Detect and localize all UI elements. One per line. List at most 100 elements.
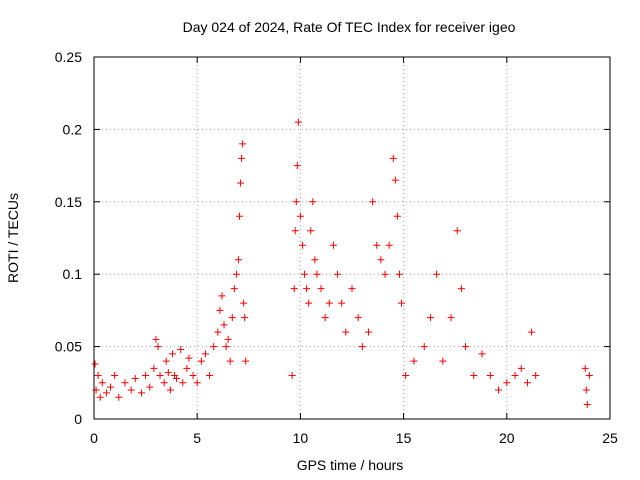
data-point: [292, 198, 300, 206]
data-point: [96, 393, 104, 401]
data-point: [365, 328, 373, 336]
data-point: [305, 299, 313, 307]
data-point: [291, 227, 299, 235]
data-point: [585, 372, 593, 380]
data-point: [457, 285, 465, 293]
data-point: [402, 372, 410, 380]
data-point: [228, 314, 236, 322]
data-point: [222, 343, 230, 351]
data-point: [91, 360, 99, 368]
data-point: [447, 314, 455, 322]
data-point: [240, 299, 248, 307]
data-point: [426, 314, 434, 322]
x-tick-label: 10: [293, 430, 309, 446]
data-point: [115, 393, 123, 401]
data-point: [395, 270, 403, 278]
data-point: [162, 357, 170, 365]
data-point: [121, 379, 129, 387]
data-point: [131, 374, 139, 382]
data-point: [193, 379, 201, 387]
y-tick-label: 0.15: [55, 194, 82, 210]
data-point: [236, 212, 244, 220]
data-point: [385, 241, 393, 249]
data-point: [197, 357, 205, 365]
data-point: [237, 179, 245, 187]
data-point: [354, 314, 362, 322]
data-point: [294, 118, 302, 126]
data-point: [486, 372, 494, 380]
data-point: [296, 212, 304, 220]
data-point: [581, 364, 589, 372]
y-tick-label: 0.2: [63, 121, 83, 137]
x-tick-label: 20: [499, 430, 515, 446]
data-point: [338, 299, 346, 307]
data-point: [495, 386, 503, 394]
data-point: [152, 335, 160, 343]
data-point: [242, 357, 250, 365]
y-tick-label: 0.05: [55, 339, 82, 355]
data-point: [391, 176, 399, 184]
data-point: [369, 198, 377, 206]
data-point: [234, 256, 242, 264]
data-point: [389, 154, 397, 162]
data-point: [470, 372, 478, 380]
data-point: [146, 383, 154, 391]
x-axis-label: GPS time / hours: [297, 457, 404, 473]
data-point: [583, 401, 591, 409]
data-point: [307, 227, 315, 235]
data-point: [111, 372, 119, 380]
data-point: [288, 372, 296, 380]
data-point: [301, 270, 309, 278]
data-point: [398, 299, 406, 307]
data-point: [478, 350, 486, 358]
data-point: [160, 379, 168, 387]
data-point: [311, 256, 319, 264]
y-tick-label: 0.25: [55, 49, 82, 65]
data-point: [503, 379, 511, 387]
data-point: [230, 285, 238, 293]
data-point: [224, 335, 232, 343]
data-point: [241, 314, 249, 322]
data-point: [523, 379, 531, 387]
x-tick-label: 25: [602, 430, 618, 446]
data-point: [511, 372, 519, 380]
data-point: [462, 343, 470, 351]
data-point: [321, 314, 329, 322]
data-point: [298, 241, 306, 249]
data-point: [582, 386, 590, 394]
data-point: [517, 364, 525, 372]
data-point: [410, 357, 418, 365]
data-point: [528, 328, 536, 336]
data-point: [325, 299, 333, 307]
data-point: [94, 372, 102, 380]
data-point: [218, 292, 226, 300]
data-point: [439, 357, 447, 365]
y-tick-label: 0: [74, 411, 82, 427]
data-point: [150, 364, 158, 372]
data-point: [107, 383, 115, 391]
data-point: [206, 372, 214, 380]
data-point: [293, 162, 301, 170]
data-point: [313, 270, 321, 278]
data-point: [377, 256, 385, 264]
data-point: [154, 343, 162, 351]
data-point: [238, 154, 246, 162]
data-points: [91, 118, 593, 409]
chart-title: Day 024 of 2024, Rate Of TEC Index for r…: [183, 19, 516, 35]
data-point: [210, 343, 218, 351]
data-point: [239, 140, 247, 148]
x-tick-label: 15: [396, 430, 412, 446]
data-point: [453, 227, 461, 235]
data-point: [393, 212, 401, 220]
data-point: [183, 364, 191, 372]
data-point: [214, 328, 222, 336]
data-point: [329, 241, 337, 249]
data-point: [216, 306, 224, 314]
data-point: [232, 270, 240, 278]
data-point: [420, 343, 428, 351]
data-point: [358, 343, 366, 351]
data-point: [185, 354, 193, 362]
y-axis-label: ROTI / TECUs: [5, 193, 21, 283]
data-point: [309, 198, 317, 206]
x-tick-label: 0: [90, 430, 98, 446]
